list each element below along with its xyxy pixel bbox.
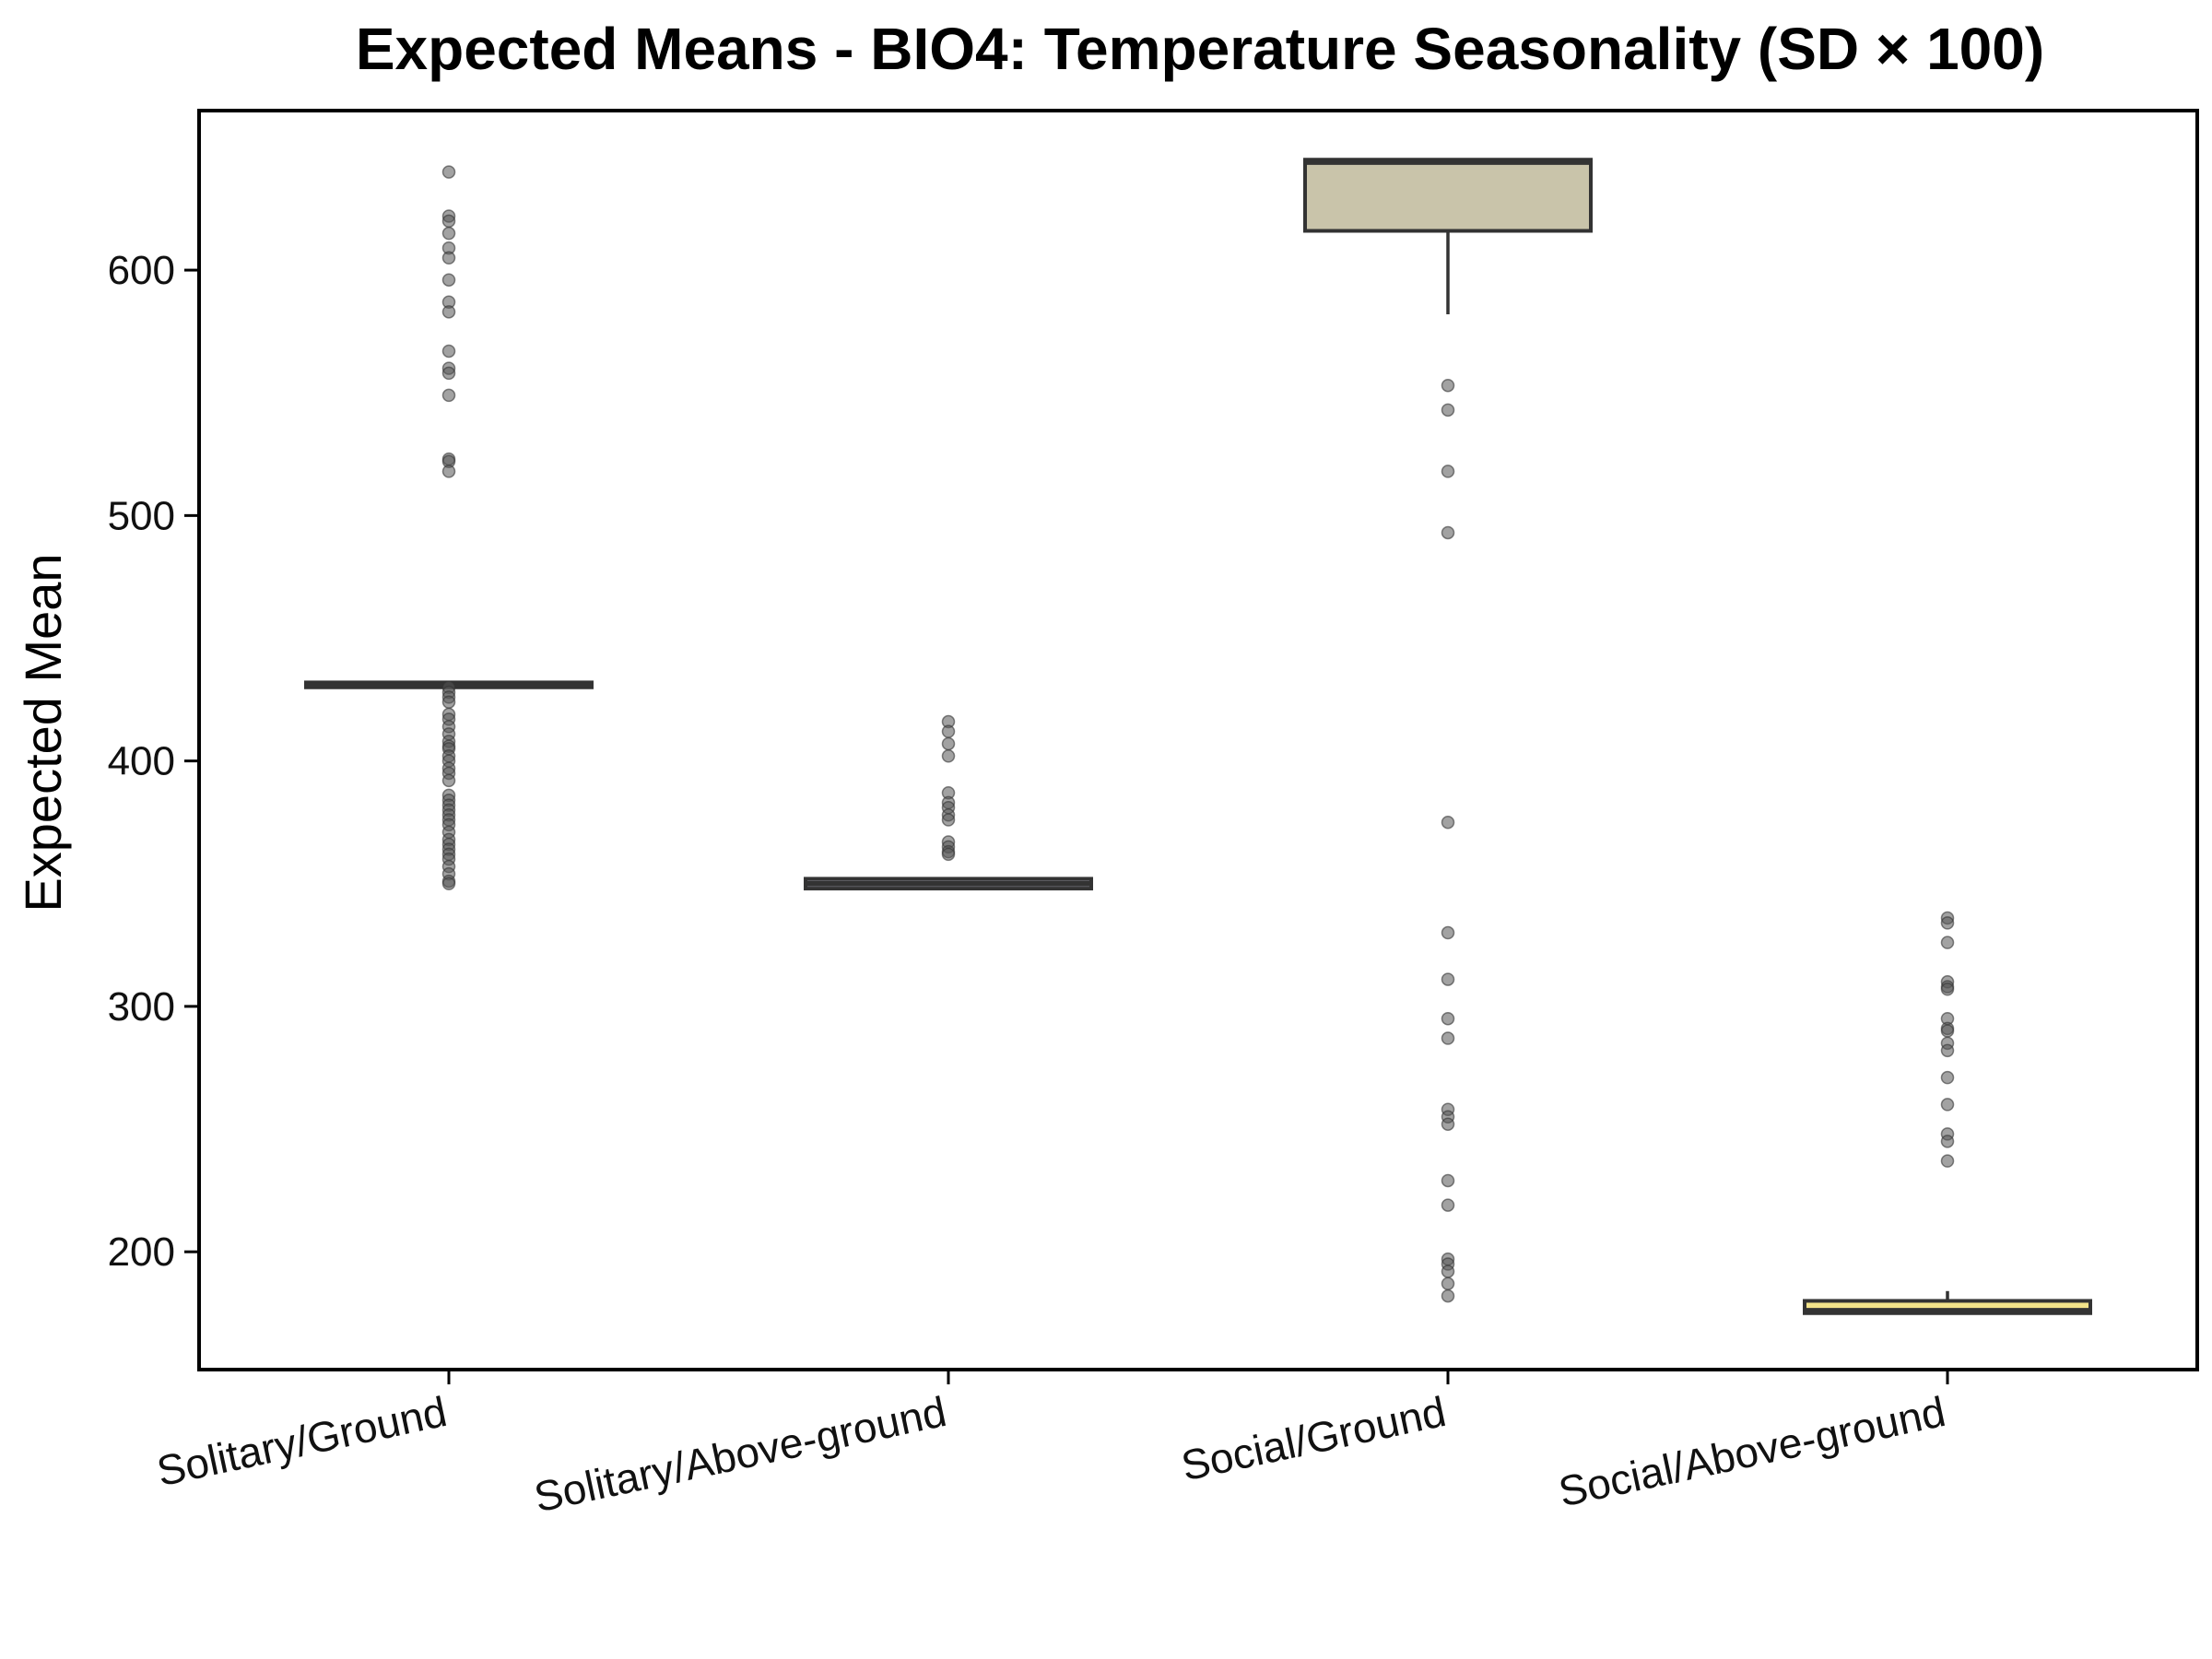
outlier-point	[1940, 1098, 1955, 1112]
outlier-point	[441, 214, 456, 229]
y-tick-label: 600	[108, 248, 175, 293]
outlier-point	[941, 847, 956, 862]
outlier-point	[1441, 403, 1455, 418]
outlier-point	[1441, 1277, 1455, 1291]
outlier-point	[1441, 378, 1455, 393]
outlier-point	[1940, 1154, 1955, 1168]
outlier-point	[941, 749, 956, 763]
y-tick-label: 200	[108, 1230, 175, 1275]
x-tick-label: Social/Above-ground	[1555, 1387, 1950, 1516]
outlier-point	[441, 465, 456, 478]
outlier-point	[1441, 972, 1455, 986]
outlier-point	[441, 388, 456, 403]
outlier-point	[1441, 1117, 1455, 1131]
outlier-point	[441, 695, 456, 709]
outlier-point	[441, 877, 456, 891]
outlier-point	[1940, 916, 1955, 930]
outlier-point	[1940, 1135, 1955, 1148]
x-tick-label: Solitary/Ground	[153, 1387, 451, 1495]
outlier-point	[941, 724, 956, 738]
x-tick-label: Solitary/Above-ground	[530, 1387, 950, 1521]
outlier-point	[1441, 1031, 1455, 1045]
outlier-point	[1940, 982, 1955, 996]
outlier-point	[1940, 1070, 1955, 1085]
outlier-point	[941, 736, 956, 751]
outlier-point	[1441, 525, 1455, 540]
outlier-point	[441, 273, 456, 287]
outlier-point	[441, 305, 456, 319]
y-tick-label: 400	[108, 739, 175, 784]
y-tick-label: 300	[108, 984, 175, 1030]
outlier-point	[1441, 1265, 1455, 1278]
outlier-point	[441, 226, 456, 241]
plot-area: 200 300 400 500 600 Solitary/Ground Solitary/A…	[108, 158, 2092, 1521]
outlier-point	[441, 366, 456, 381]
plot-frame	[197, 109, 2199, 1371]
chart-title: Expected Means - BIO4: Temperature Seaso…	[356, 16, 2044, 82]
outlier-point	[441, 165, 456, 179]
y-tick-label: 500	[108, 493, 175, 538]
x-tick-label: Social/Ground	[1177, 1387, 1450, 1489]
box	[1303, 158, 1593, 233]
outlier-point	[441, 773, 456, 788]
y-axis-label: Expected Mean	[14, 553, 72, 912]
outlier-point	[1441, 1198, 1455, 1212]
outlier-point	[1441, 925, 1455, 940]
outlier-point	[1441, 1288, 1455, 1303]
outlier-point	[1441, 1173, 1455, 1188]
outlier-point	[1940, 1024, 1955, 1038]
outlier-point	[1441, 815, 1455, 830]
outlier-point	[441, 344, 456, 359]
outlier-point	[1441, 465, 1455, 478]
outlier-point	[941, 813, 956, 827]
outlier-point	[1441, 1011, 1455, 1026]
outlier-point	[441, 251, 456, 265]
outlier-point	[1940, 1043, 1955, 1058]
outlier-point	[1940, 935, 1955, 949]
